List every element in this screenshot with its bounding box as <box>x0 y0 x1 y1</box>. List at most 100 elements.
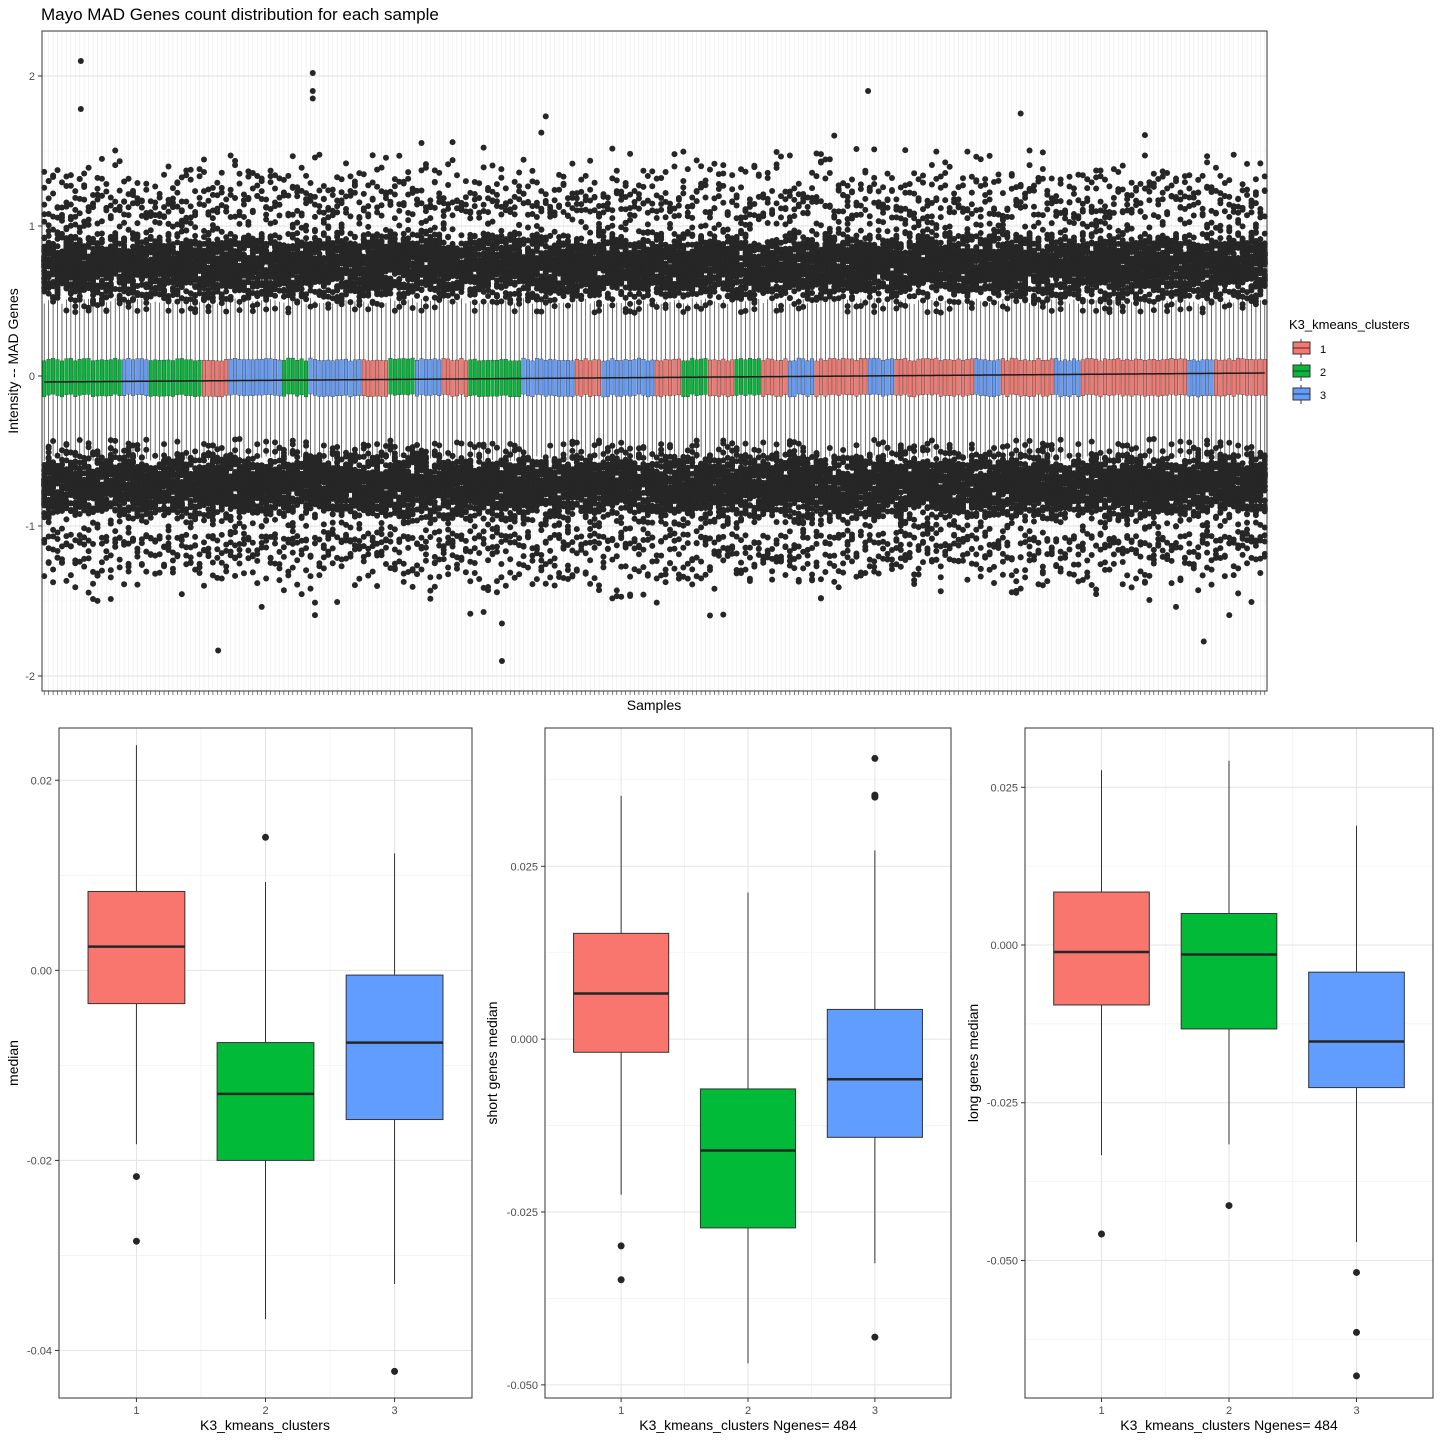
sample-box <box>792 360 797 397</box>
outlier-point <box>143 186 150 193</box>
outlier-point <box>94 220 101 227</box>
outlier-point <box>121 581 128 588</box>
outlier-point <box>236 514 243 521</box>
sample-box <box>193 360 198 397</box>
outlier-point <box>138 198 145 205</box>
sample-box <box>410 357 415 395</box>
outlier-point <box>58 253 65 260</box>
outlier-point <box>187 176 194 183</box>
outlier-point <box>94 524 101 531</box>
sample-box <box>113 357 118 395</box>
outlier-point <box>209 533 216 540</box>
sample-box <box>881 359 886 397</box>
sample-box <box>68 358 73 395</box>
sample-box <box>1151 359 1156 396</box>
sample-box <box>1049 358 1054 395</box>
outlier-point <box>67 572 74 579</box>
outlier-point <box>94 185 101 192</box>
outlier-point <box>94 273 101 280</box>
outlier-point <box>107 517 114 524</box>
outlier-point <box>41 462 48 469</box>
sample-box <box>1258 358 1263 396</box>
outlier-point <box>98 230 105 237</box>
sample-box <box>131 359 135 396</box>
outlier-point <box>107 574 114 581</box>
outlier-point <box>125 175 132 182</box>
sample-box <box>1205 359 1210 396</box>
outlier-point <box>192 232 199 239</box>
outlier-point <box>50 566 57 573</box>
outlier-point <box>205 550 212 557</box>
outlier-point <box>201 457 208 464</box>
outlier-point <box>50 438 57 445</box>
outlier-point <box>85 555 92 562</box>
outlier-point <box>240 524 247 531</box>
sample-box <box>273 359 277 396</box>
sample-box <box>175 358 180 396</box>
outlier-point <box>183 449 190 456</box>
sample-box <box>1196 360 1201 398</box>
sample-box <box>139 358 144 395</box>
outlier-point <box>63 253 70 260</box>
outlier-point <box>165 540 172 547</box>
sample-box <box>379 360 384 397</box>
outlier-point <box>72 584 79 591</box>
sample-box <box>845 358 850 396</box>
outlier-point <box>72 213 79 220</box>
outlier-point <box>50 533 57 540</box>
outlier-point <box>254 441 261 448</box>
sample-box <box>907 360 912 397</box>
outlier-point <box>63 307 70 314</box>
outlier-point <box>54 289 61 296</box>
outlier-point <box>67 172 74 179</box>
outlier-point <box>76 293 83 300</box>
outlier-point <box>218 184 225 191</box>
outlier-point <box>116 203 123 210</box>
outlier-point <box>81 170 88 177</box>
sample-box <box>1005 360 1010 397</box>
sample-box <box>228 358 233 396</box>
outlier-point <box>76 195 83 202</box>
sample-box <box>929 358 934 396</box>
outlier-point <box>143 436 150 443</box>
sample-box <box>348 360 353 398</box>
outlier-point <box>72 206 79 213</box>
outlier-point <box>94 196 101 203</box>
outlier-point <box>90 540 97 547</box>
outlier-point <box>178 307 185 314</box>
outlier-point <box>240 540 247 547</box>
sample-box <box>1080 359 1085 396</box>
sample-box <box>685 360 690 397</box>
outlier-point <box>45 510 52 517</box>
outlier-point <box>236 546 243 553</box>
outlier-point <box>90 235 97 242</box>
sample-box <box>1085 358 1090 395</box>
sample-box <box>1222 359 1227 397</box>
sample-box <box>64 358 69 395</box>
outlier-point <box>54 204 61 211</box>
outlier-point <box>85 216 92 223</box>
outlier-point <box>280 176 287 183</box>
sample-box <box>690 357 695 395</box>
top-chart-title: Mayo MAD Genes count distribution for ea… <box>41 5 439 24</box>
outlier-point <box>209 184 216 191</box>
sample-box <box>144 359 149 396</box>
outlier-point <box>161 213 168 220</box>
outlier-point <box>143 180 150 187</box>
outlier-point <box>85 526 92 533</box>
outlier-point <box>187 559 194 566</box>
sample-box <box>277 359 282 397</box>
sample-box <box>1040 360 1045 397</box>
outlier-point <box>245 196 252 203</box>
sample-box <box>419 358 424 395</box>
outlier-point <box>129 297 136 304</box>
outlier-point <box>45 559 52 566</box>
sample-box <box>1174 359 1178 396</box>
outlier-point <box>147 233 154 240</box>
outlier-point <box>232 447 239 454</box>
outlier-point <box>143 306 150 313</box>
sample-box <box>299 358 304 396</box>
outlier-point <box>276 212 283 219</box>
sample-box <box>86 358 91 395</box>
sample-box <box>1111 358 1116 396</box>
